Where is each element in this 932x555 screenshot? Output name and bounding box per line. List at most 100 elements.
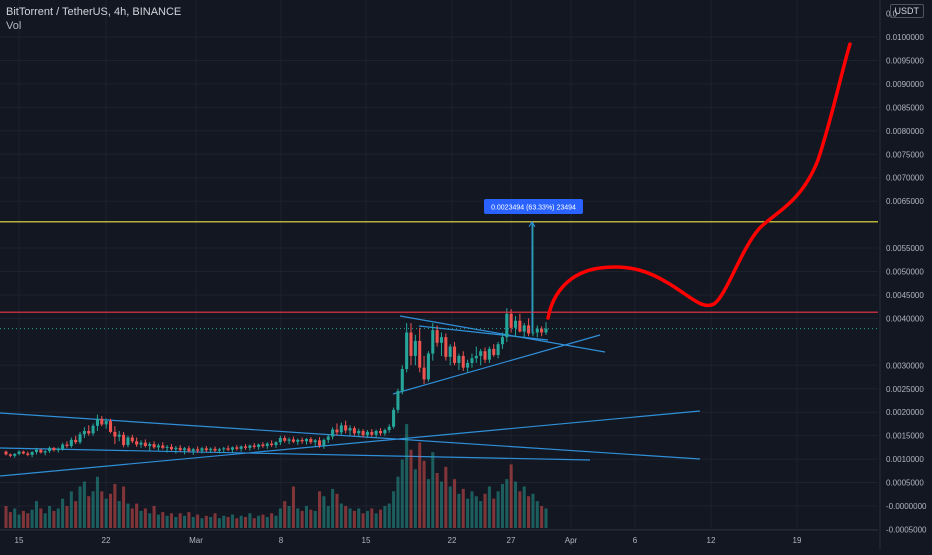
volume-bar xyxy=(483,493,487,528)
candle-body xyxy=(48,447,52,452)
volume-bar xyxy=(43,513,47,528)
volume-bar xyxy=(270,513,274,528)
candle-body xyxy=(261,444,265,446)
volume-label: Vol xyxy=(6,20,22,32)
volume-bar xyxy=(130,508,134,528)
candle-body xyxy=(387,426,391,431)
candle-body xyxy=(165,446,169,448)
candle-body xyxy=(100,418,104,425)
candle-body xyxy=(217,449,221,451)
volume-bar xyxy=(535,501,539,528)
candle-body xyxy=(43,451,47,453)
candle-body xyxy=(483,351,487,360)
candle-body xyxy=(322,439,326,446)
price-axis: 0.01000000.00950000.00900000.00850000.00… xyxy=(879,0,932,550)
candle-body xyxy=(52,447,56,451)
candle-body xyxy=(479,351,483,356)
volume-bar xyxy=(274,515,278,528)
volume-bar xyxy=(265,517,269,528)
candle-body xyxy=(496,344,500,355)
price-tick-label: 0.0050000 xyxy=(886,268,924,277)
volume-bar xyxy=(396,476,400,528)
price-tick-label: 0.0090000 xyxy=(886,80,924,89)
candle-body xyxy=(87,430,91,434)
price-tick-label: -0.0000000 xyxy=(886,502,927,511)
candle-body xyxy=(365,431,369,436)
price-tick-label: 0.0095000 xyxy=(886,56,924,65)
volume-bar xyxy=(169,513,174,528)
candle-body xyxy=(422,367,426,380)
volume-bar xyxy=(222,515,226,528)
candle-body xyxy=(200,448,204,451)
candle-body xyxy=(318,440,322,446)
volume-bar xyxy=(531,493,535,528)
candle-body xyxy=(405,332,409,370)
candle-body xyxy=(30,452,34,455)
volume-bar xyxy=(474,496,478,528)
candle-body xyxy=(344,425,348,431)
candle-body xyxy=(409,332,413,356)
measure-arrow xyxy=(528,220,536,228)
time-axis: 15 22 Mar 8 15 22 27 Apr 6 12 19 xyxy=(0,529,878,545)
candle-body xyxy=(435,330,439,343)
volume-bar xyxy=(374,513,378,528)
candle-body xyxy=(413,340,417,356)
candle-body xyxy=(61,444,65,449)
volume-bar xyxy=(17,514,21,528)
candle-body xyxy=(126,437,130,446)
currency-selector[interactable]: USDT xyxy=(889,4,924,18)
candle-body xyxy=(122,434,126,446)
volume-bar xyxy=(34,501,39,528)
price-tick-label: 0.0025000 xyxy=(886,385,924,394)
candle-body xyxy=(226,448,230,450)
volume-bar xyxy=(21,510,25,528)
volume-bar xyxy=(544,508,548,528)
symbol-title: BitTorrent / TetherUS, 4h, BINANCE xyxy=(6,6,182,18)
volume-bar xyxy=(113,484,117,528)
time-tick-label: 6 xyxy=(633,536,638,545)
candle-body xyxy=(309,438,313,443)
candle-body xyxy=(135,441,139,445)
volume-bar xyxy=(156,514,160,528)
candle-body xyxy=(466,362,470,368)
candle-body xyxy=(235,447,239,449)
trendline xyxy=(0,412,701,460)
volume-bar xyxy=(466,498,470,528)
volume-bar xyxy=(213,513,217,528)
candle-body xyxy=(152,444,156,448)
volume-bar xyxy=(392,491,396,528)
candle-body xyxy=(378,430,383,434)
volume-bar xyxy=(230,514,234,528)
candle-body xyxy=(213,448,217,451)
candle-body xyxy=(78,434,82,443)
candle-body xyxy=(209,448,213,451)
candle-body xyxy=(161,445,165,448)
price-tick-label: 0.0045000 xyxy=(886,291,924,300)
candle-body xyxy=(274,442,278,446)
volume-bar xyxy=(165,515,169,528)
volume-bar xyxy=(82,481,86,528)
candle-body xyxy=(326,436,330,440)
volume-bar xyxy=(500,484,504,528)
time-tick-label: 22 xyxy=(102,536,111,545)
candle-body xyxy=(191,449,195,452)
volume-bar xyxy=(26,513,30,528)
time-tick-label: 15 xyxy=(362,536,371,545)
candle-body xyxy=(95,418,99,426)
volume-bar xyxy=(439,481,444,528)
volume-bar xyxy=(108,493,113,528)
candle-body xyxy=(392,409,396,427)
volume-bar xyxy=(496,491,500,528)
volume-bar xyxy=(117,501,121,528)
volume-bar xyxy=(48,506,52,528)
volume-bar xyxy=(161,512,165,528)
candle-body xyxy=(470,358,474,363)
price-axis-background xyxy=(880,0,932,550)
volume-bar xyxy=(78,486,82,528)
volume-bar xyxy=(365,510,369,528)
volume-bars xyxy=(4,424,548,528)
candle-body xyxy=(448,346,452,357)
